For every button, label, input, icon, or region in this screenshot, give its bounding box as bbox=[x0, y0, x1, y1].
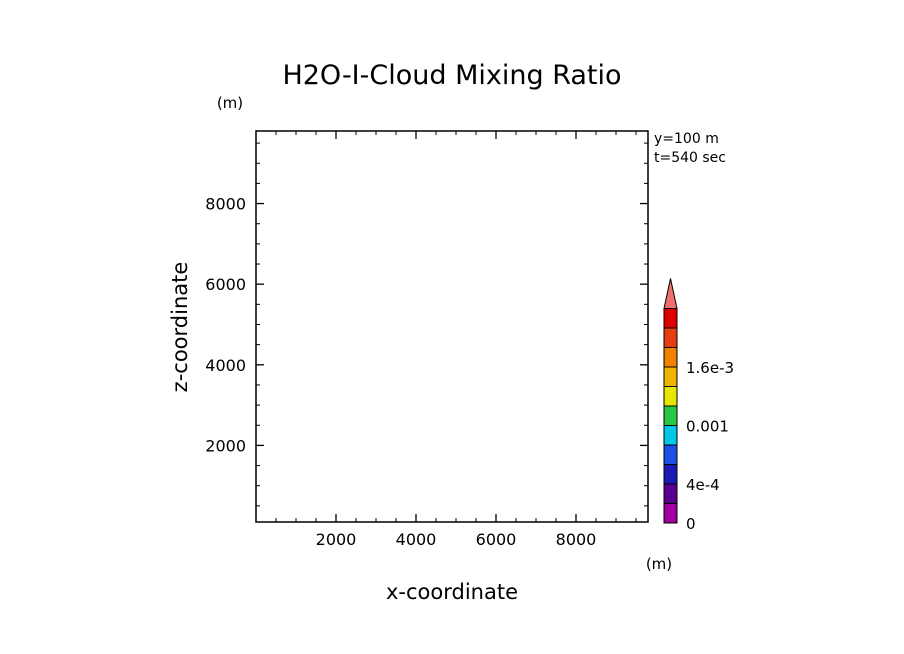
y-axis-label: z-coordinate bbox=[168, 262, 192, 393]
x-tick-label: 2000 bbox=[316, 530, 357, 549]
axis-ticks: 2000 4000 6000 8000 2000 4000 6000 8000 bbox=[205, 131, 648, 549]
x-tick-label: 8000 bbox=[556, 530, 597, 549]
colorbar-overflow-triangle bbox=[663, 278, 678, 309]
colorbar-segment bbox=[663, 366, 678, 387]
colorbar-segment bbox=[663, 386, 678, 407]
colorbar-segment bbox=[663, 347, 678, 368]
colorbar: 0 4e-4 0.001 1.6e-3 bbox=[663, 278, 734, 533]
x-tick-label: 6000 bbox=[476, 530, 517, 549]
colorbar-tick-label: 0.001 bbox=[686, 418, 729, 436]
colorbar-segment bbox=[663, 405, 678, 426]
colorbar-tick-label: 1.6e-3 bbox=[686, 359, 734, 377]
chart-title: H2O-I-Cloud Mixing Ratio bbox=[282, 60, 621, 91]
plot-area bbox=[255, 130, 649, 523]
colorbar-segment bbox=[663, 464, 678, 485]
colorbar-segment bbox=[663, 483, 678, 504]
annotation-time: t=540 sec bbox=[654, 150, 726, 166]
x-unit-label: (m) bbox=[646, 555, 672, 573]
y-tick-label: 4000 bbox=[205, 356, 246, 375]
y-tick-label: 8000 bbox=[205, 195, 246, 214]
y-unit-label: (m) bbox=[217, 94, 243, 112]
colorbar-segment bbox=[663, 327, 678, 348]
y-tick-label: 2000 bbox=[205, 436, 246, 455]
colorbar-segment bbox=[663, 444, 678, 465]
y-tick-label: 6000 bbox=[205, 275, 246, 294]
colorbar-tick-label: 4e-4 bbox=[686, 476, 720, 494]
x-axis-label: x-coordinate bbox=[386, 580, 518, 604]
colorbar-segment bbox=[663, 308, 678, 329]
x-tick-label: 4000 bbox=[396, 530, 437, 549]
annotation-y-position: y=100 m bbox=[654, 131, 719, 147]
colorbar-segment bbox=[663, 425, 678, 446]
colorbar-tick-label: 0 bbox=[686, 515, 696, 533]
colorbar-segment bbox=[663, 503, 678, 524]
